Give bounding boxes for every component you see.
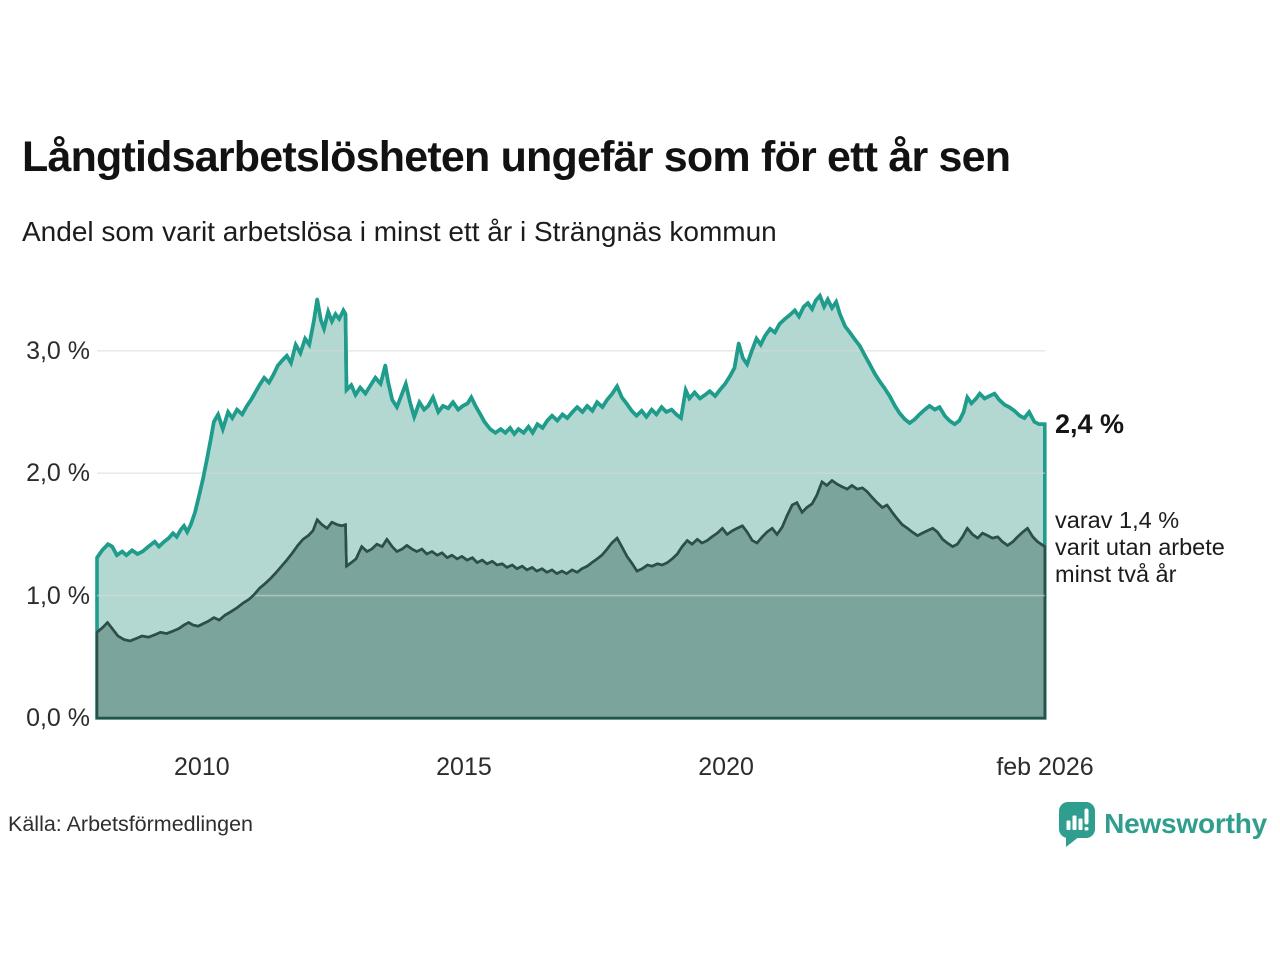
y-tick-label: 2,0 %: [26, 459, 90, 488]
source-caption: Källa: Arbetsförmedlingen: [8, 812, 254, 836]
chart-title: Långtidsarbetslösheten ungefär som för e…: [22, 133, 1011, 181]
x-tick-label: feb 2026: [996, 753, 1094, 781]
newsworthy-wordmark: Newsworthy: [1104, 808, 1267, 839]
newsworthy-icon: [1059, 802, 1096, 847]
x-tick-label: 2010: [174, 753, 230, 781]
y-tick-label: 0,0 %: [26, 704, 90, 732]
annotation-line: varit utan arbete: [1055, 533, 1225, 560]
x-tick-label: 2015: [436, 753, 492, 781]
chart-subtitle: Andel som varit arbetslösa i minst ett å…: [22, 216, 777, 247]
annotation-line: varav 1,4 %: [1055, 506, 1180, 533]
series2-annotation: varav 1,4 % varit utan arbete minst två …: [1055, 507, 1225, 588]
annotation-line: minst två år: [1055, 560, 1177, 587]
y-tick-label: 3,0 %: [26, 336, 90, 365]
line-series-1: [95, 293, 1045, 559]
newsworthy-logo: Newsworthy: [1057, 800, 1267, 848]
x-tick-label: 2020: [698, 753, 754, 781]
line-series-2: [96, 479, 1046, 643]
y-tick-label: 1,0 %: [26, 581, 90, 610]
end-value-label: 2,4 %: [1055, 409, 1125, 440]
